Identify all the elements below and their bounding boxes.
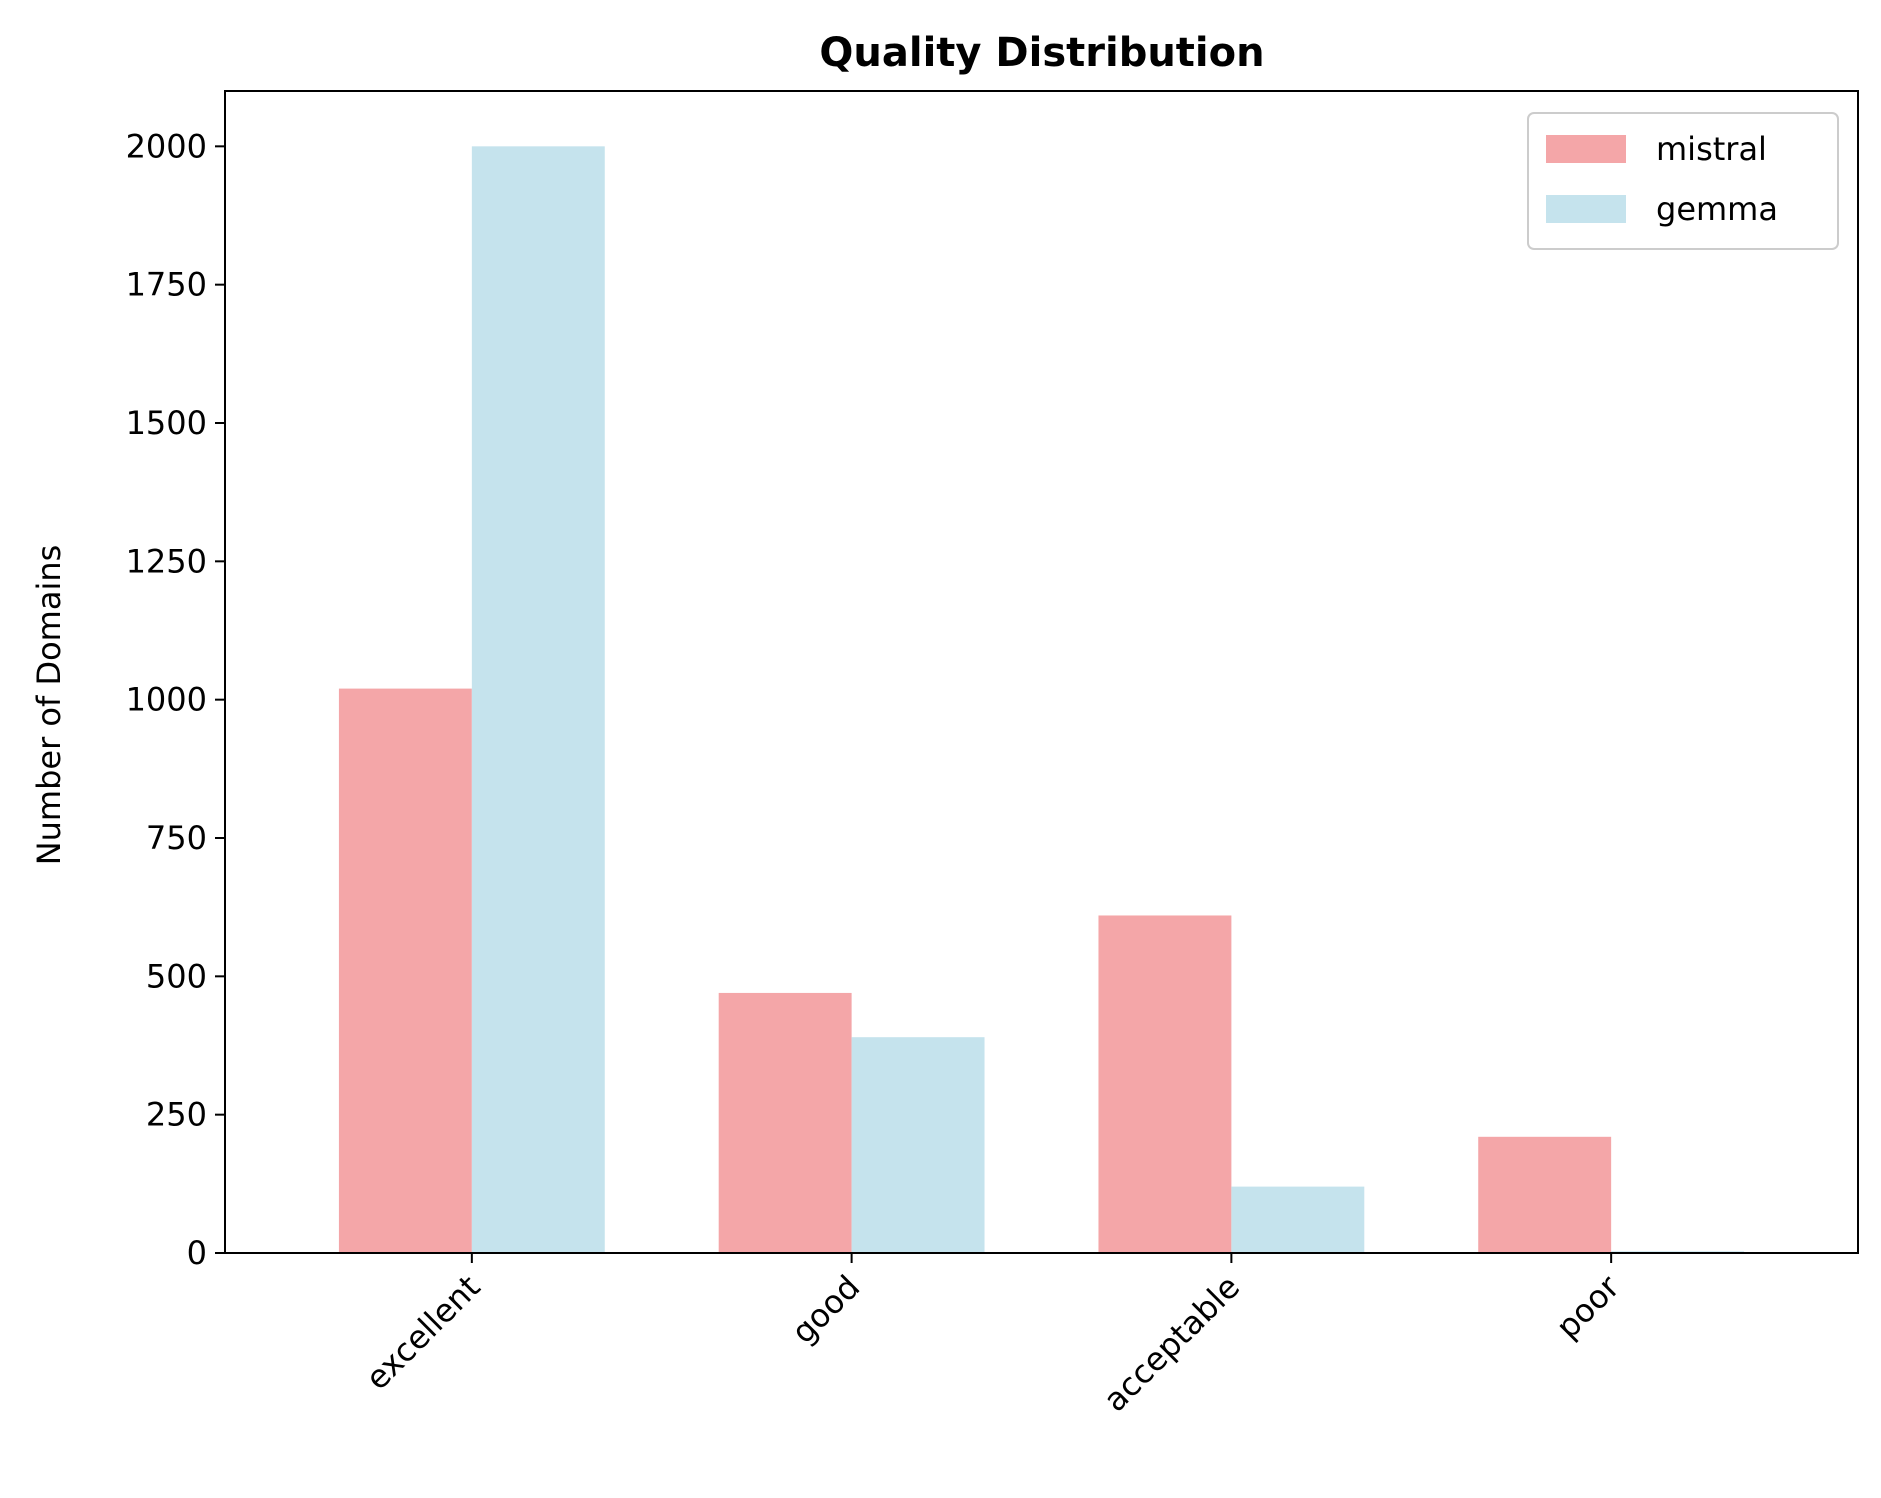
bar-gemma-acceptable bbox=[1231, 1186, 1365, 1253]
bar-mistral-poor bbox=[1478, 1136, 1612, 1253]
legend-swatch-mistral bbox=[1546, 135, 1626, 163]
y-tick-label: 0 bbox=[187, 1234, 207, 1272]
chart-title: Quality Distribution bbox=[819, 30, 1264, 76]
y-axis-label: Number of Domains bbox=[30, 545, 68, 866]
y-tick-label: 1500 bbox=[126, 404, 207, 442]
y-axis: 0 250 500 750 1000 1250 1500 1750 2000 bbox=[126, 127, 225, 1272]
bar-mistral-acceptable bbox=[1098, 915, 1232, 1253]
y-tick-label: 2000 bbox=[126, 127, 207, 165]
bar-mistral-good bbox=[718, 992, 852, 1253]
y-tick-label: 250 bbox=[146, 1096, 207, 1134]
y-tick-label: 1250 bbox=[126, 542, 207, 580]
bar-gemma-excellent bbox=[471, 146, 605, 1253]
bar-gemma-good bbox=[851, 1037, 985, 1253]
legend-label-mistral: mistral bbox=[1656, 130, 1767, 168]
y-tick-label: 1000 bbox=[126, 681, 207, 719]
legend-label-gemma: gemma bbox=[1656, 190, 1778, 228]
bars-group bbox=[338, 146, 1745, 1253]
y-tick-label: 750 bbox=[146, 819, 207, 857]
legend-swatch-gemma bbox=[1546, 195, 1626, 223]
legend: mistral gemma bbox=[1527, 112, 1839, 250]
bar-mistral-excellent bbox=[338, 688, 472, 1253]
plot-frame bbox=[224, 90, 1859, 1254]
y-tick-label: 500 bbox=[146, 957, 207, 995]
y-tick-label: 1750 bbox=[126, 266, 207, 304]
